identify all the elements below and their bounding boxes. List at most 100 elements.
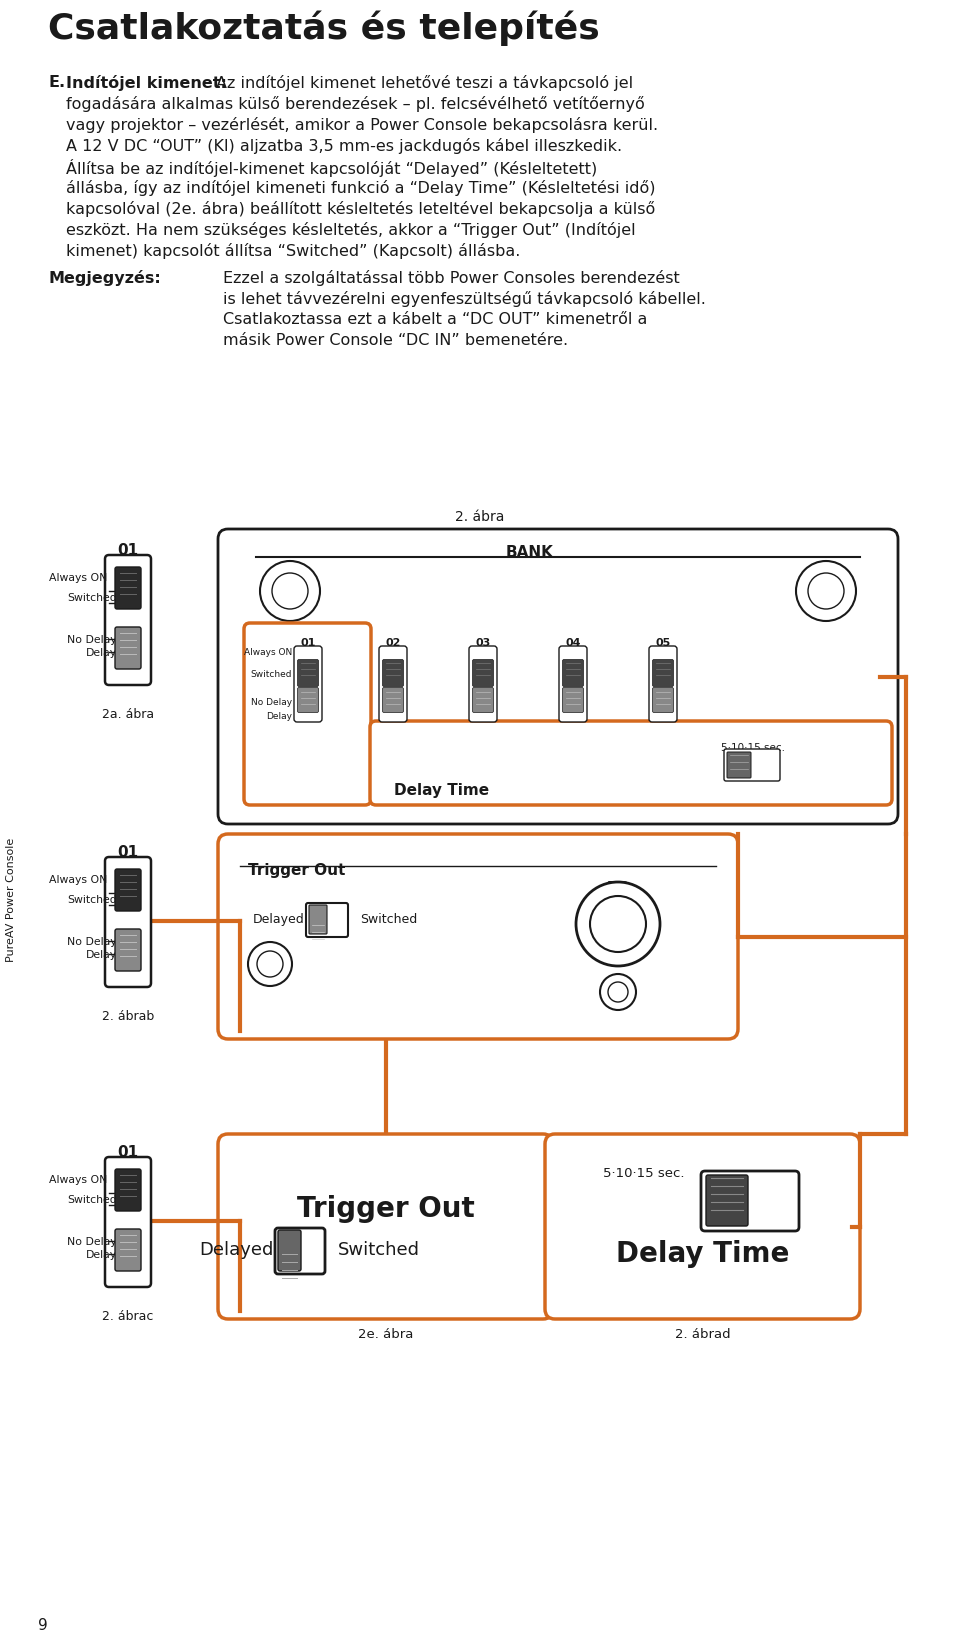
Text: Delay Time: Delay Time xyxy=(394,782,490,798)
Text: 2. ábrab: 2. ábrab xyxy=(102,1009,155,1022)
FancyBboxPatch shape xyxy=(298,689,319,713)
Text: Trigger Out: Trigger Out xyxy=(248,862,346,878)
FancyBboxPatch shape xyxy=(309,906,327,935)
FancyBboxPatch shape xyxy=(298,659,319,687)
Text: 2. ábrac: 2. ábrac xyxy=(103,1309,154,1322)
FancyBboxPatch shape xyxy=(653,659,674,687)
Text: Megjegyzés:: Megjegyzés: xyxy=(48,269,160,286)
Text: Ezzel a szolgáltatással több Power Consoles berendezést: Ezzel a szolgáltatással több Power Conso… xyxy=(223,269,680,286)
FancyBboxPatch shape xyxy=(278,1231,301,1271)
Text: Indítójel kimenet:: Indítójel kimenet: xyxy=(66,75,227,91)
Text: Delay: Delay xyxy=(85,648,117,658)
Text: Switched: Switched xyxy=(360,912,418,925)
Text: No Delay: No Delay xyxy=(67,635,117,645)
Text: Csatlakoztassa ezt a kábelt a “DC OUT” kimenetről a: Csatlakoztassa ezt a kábelt a “DC OUT” k… xyxy=(223,312,647,326)
FancyBboxPatch shape xyxy=(105,857,151,987)
Text: Switched: Switched xyxy=(67,894,117,904)
Text: Switched: Switched xyxy=(67,1195,117,1204)
Text: 9: 9 xyxy=(38,1617,48,1632)
FancyBboxPatch shape xyxy=(306,904,348,937)
FancyBboxPatch shape xyxy=(724,749,780,782)
Text: Always ON: Always ON xyxy=(49,1175,107,1185)
Circle shape xyxy=(608,982,628,1002)
Text: 2e. ábra: 2e. ábra xyxy=(358,1327,413,1340)
Circle shape xyxy=(248,942,292,986)
FancyBboxPatch shape xyxy=(115,568,141,610)
Text: 01: 01 xyxy=(117,1144,138,1159)
Text: kimenet) kapcsolót állítsa “Switched” (Kapcsolt) állásba.: kimenet) kapcsolót állítsa “Switched” (K… xyxy=(66,243,520,259)
FancyBboxPatch shape xyxy=(115,1169,141,1211)
FancyBboxPatch shape xyxy=(218,834,738,1040)
Text: vagy projektor – vezérlését, amikor a Power Console bekapcsolásra kerül.: vagy projektor – vezérlését, amikor a Po… xyxy=(66,118,659,132)
FancyBboxPatch shape xyxy=(115,930,141,971)
FancyBboxPatch shape xyxy=(115,870,141,911)
Text: 04: 04 xyxy=(565,638,581,648)
Text: Állítsa be az indítójel-kimenet kapcsolóját “Delayed” (Késleltetett): Állítsa be az indítójel-kimenet kapcsoló… xyxy=(66,158,597,176)
FancyBboxPatch shape xyxy=(275,1229,325,1275)
Text: Switched: Switched xyxy=(67,592,117,602)
Circle shape xyxy=(808,574,844,610)
FancyBboxPatch shape xyxy=(545,1134,860,1319)
Text: 03: 03 xyxy=(475,638,491,648)
Text: 2a. ábra: 2a. ábra xyxy=(102,708,154,721)
FancyBboxPatch shape xyxy=(563,659,584,687)
Circle shape xyxy=(257,951,283,978)
Text: Always ON: Always ON xyxy=(49,875,107,885)
FancyBboxPatch shape xyxy=(559,646,587,723)
Circle shape xyxy=(260,561,320,622)
Circle shape xyxy=(796,561,856,622)
Text: E.: E. xyxy=(48,75,65,90)
FancyBboxPatch shape xyxy=(472,689,493,713)
FancyBboxPatch shape xyxy=(653,689,674,713)
Text: 2. ábrad: 2. ábrad xyxy=(675,1327,731,1340)
Text: 01: 01 xyxy=(300,638,316,648)
FancyBboxPatch shape xyxy=(563,689,584,713)
Text: PureAV Power Console: PureAV Power Console xyxy=(6,837,16,961)
Text: Delayed: Delayed xyxy=(252,912,304,925)
Text: BANK: BANK xyxy=(506,545,554,560)
FancyBboxPatch shape xyxy=(370,721,892,806)
FancyBboxPatch shape xyxy=(706,1175,748,1226)
FancyBboxPatch shape xyxy=(727,752,751,778)
Text: Always ON: Always ON xyxy=(244,648,292,656)
Text: Delay: Delay xyxy=(85,950,117,960)
Text: Delay: Delay xyxy=(266,712,292,721)
Circle shape xyxy=(272,574,308,610)
Text: Delay: Delay xyxy=(85,1248,117,1260)
Text: Switched: Switched xyxy=(251,669,292,679)
Circle shape xyxy=(576,883,660,966)
Text: OUT: OUT xyxy=(602,894,635,909)
FancyBboxPatch shape xyxy=(244,623,371,806)
Text: No Delay: No Delay xyxy=(67,1237,117,1247)
FancyBboxPatch shape xyxy=(379,646,407,723)
FancyBboxPatch shape xyxy=(382,689,403,713)
FancyBboxPatch shape xyxy=(472,659,493,687)
FancyBboxPatch shape xyxy=(701,1172,799,1231)
Text: is lehet távvezérelni egyenfeszültségű távkapcsoló kábellel.: is lehet távvezérelni egyenfeszültségű t… xyxy=(223,290,706,307)
Text: Always ON: Always ON xyxy=(49,573,107,583)
FancyBboxPatch shape xyxy=(105,1157,151,1288)
Text: 02: 02 xyxy=(385,638,400,648)
FancyBboxPatch shape xyxy=(115,628,141,669)
Text: kapcsolóval (2e. ábra) beállított késleltetés leteltével bekapcsolja a külső: kapcsolóval (2e. ábra) beállított késlel… xyxy=(66,201,656,217)
FancyBboxPatch shape xyxy=(218,1134,553,1319)
Text: No Delay: No Delay xyxy=(67,937,117,947)
Text: Csatlakoztatás és telepítés: Csatlakoztatás és telepítés xyxy=(48,10,600,46)
Text: A 12 V DC “OUT” (Kl) aljzatba 3,5 mm-es jackdugós kábel illeszkedik.: A 12 V DC “OUT” (Kl) aljzatba 3,5 mm-es … xyxy=(66,139,622,153)
Text: 5·10·15 sec.: 5·10·15 sec. xyxy=(603,1167,684,1180)
Text: Trigger Out: Trigger Out xyxy=(297,1195,474,1222)
Text: 2. ábra: 2. ábra xyxy=(455,509,505,524)
FancyBboxPatch shape xyxy=(105,555,151,685)
Text: Delay Time: Delay Time xyxy=(615,1239,789,1266)
Text: 5·10·15 sec.: 5·10·15 sec. xyxy=(721,743,785,752)
FancyBboxPatch shape xyxy=(115,1229,141,1271)
Text: 05: 05 xyxy=(656,638,671,648)
FancyBboxPatch shape xyxy=(382,659,403,687)
Text: Switched: Switched xyxy=(338,1240,420,1258)
Circle shape xyxy=(600,974,636,1010)
Text: eszközt. Ha nem szükséges késleltetés, akkor a “Trigger Out” (Indítójel: eszközt. Ha nem szükséges késleltetés, a… xyxy=(66,222,636,238)
Text: 01: 01 xyxy=(117,844,138,860)
Text: másik Power Console “DC IN” bemenetére.: másik Power Console “DC IN” bemenetére. xyxy=(223,333,568,348)
Text: 01: 01 xyxy=(117,543,138,558)
FancyBboxPatch shape xyxy=(469,646,497,723)
